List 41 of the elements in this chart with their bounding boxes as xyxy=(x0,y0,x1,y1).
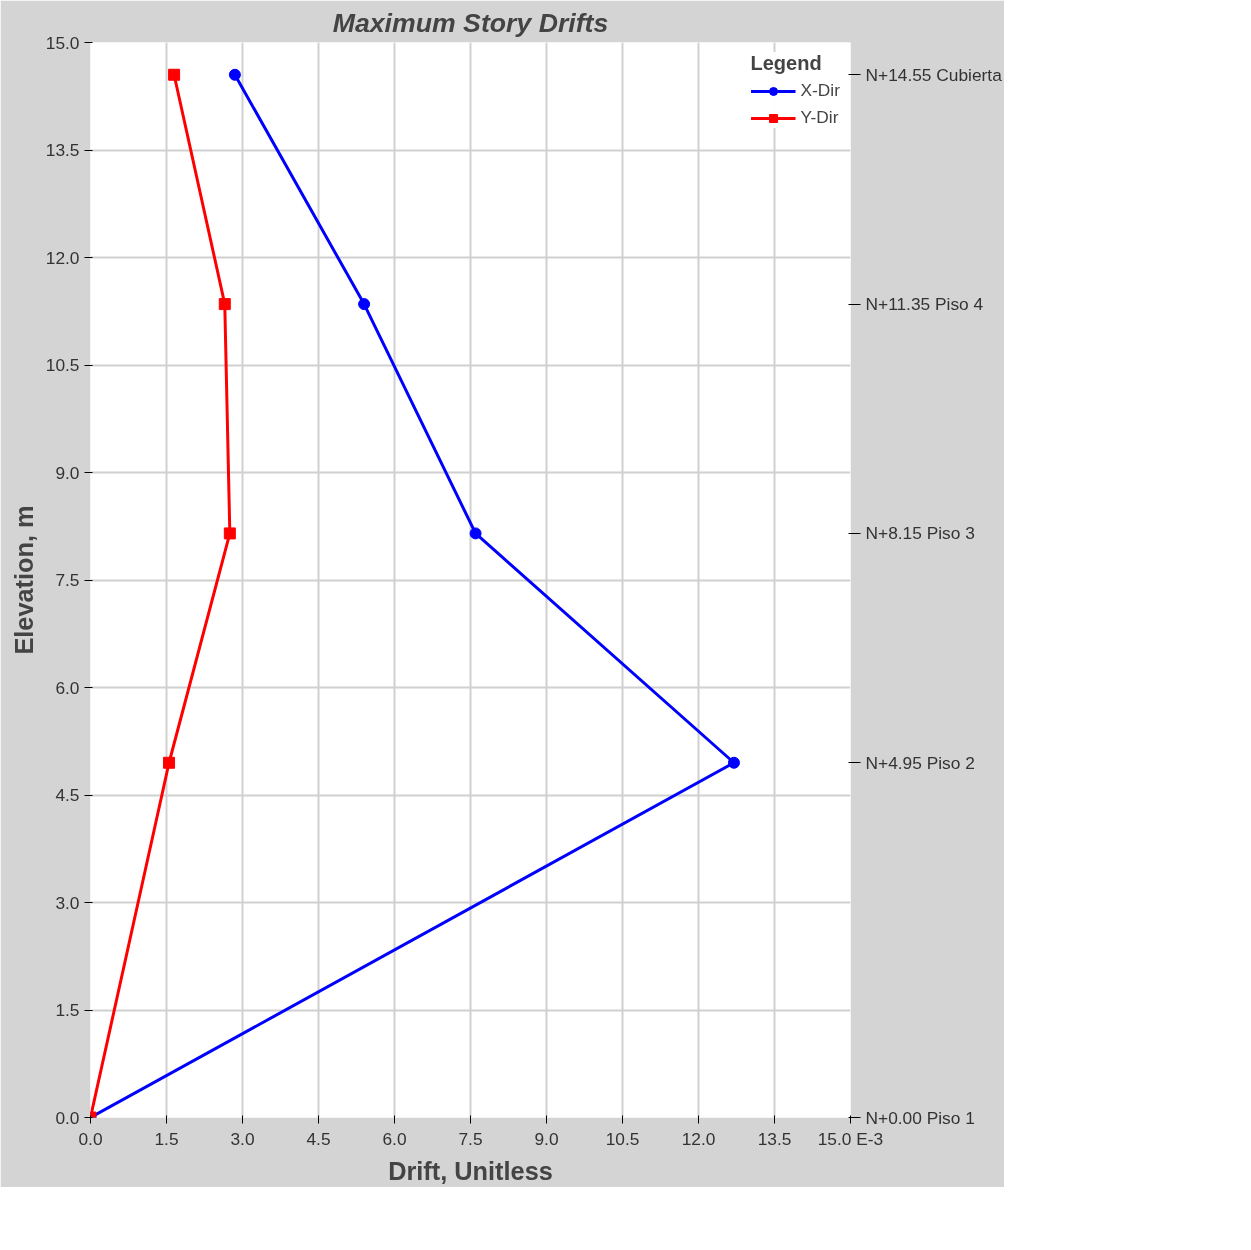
x-tick-label: 12.0 xyxy=(681,1128,716,1149)
y-axis-title: Elevation, m xyxy=(9,505,38,655)
x-tick-label: 15.0 E-3 xyxy=(817,1128,884,1149)
y-tick-label: 10.5 xyxy=(45,355,80,375)
y-tick-label: 6.0 xyxy=(55,677,80,698)
text: N+11.35 Piso 4 xyxy=(865,294,984,315)
y-tick-label: 15.0 xyxy=(45,32,80,53)
y-tick-label: 9.0 xyxy=(55,462,80,483)
x-tick-label: 7.5 xyxy=(458,1128,483,1149)
point xyxy=(168,68,181,81)
point xyxy=(223,527,236,540)
chart-title: Maximum Story Drifts xyxy=(332,7,609,38)
point xyxy=(228,68,241,81)
y-tick-label: 13.5 xyxy=(45,140,80,160)
text: N+14.55 Cubierta xyxy=(865,64,1003,85)
y-tick-label: 0.0 xyxy=(55,1107,80,1128)
text: N+8.15 Piso 3 xyxy=(865,523,975,544)
legend-label: Y-Dir xyxy=(800,107,839,128)
y-tick-label: 3.0 xyxy=(55,892,80,913)
x-tick-label: 13.5 xyxy=(757,1128,792,1149)
text: N+0.00 Piso 1 xyxy=(865,1107,975,1128)
text: N+4.95 Piso 2 xyxy=(865,752,975,773)
point xyxy=(163,756,176,769)
point xyxy=(358,298,371,311)
x-tick-label: 1.5 xyxy=(154,1128,179,1149)
x-tick-label: 9.0 xyxy=(534,1128,559,1149)
point xyxy=(727,756,740,769)
point xyxy=(469,527,482,540)
point xyxy=(218,298,231,311)
x-tick-label: 3.0 xyxy=(230,1128,255,1149)
y-tick-label: 1.5 xyxy=(55,1000,80,1020)
x-tick-label: 6.0 xyxy=(382,1128,407,1149)
y-tick-label: 7.5 xyxy=(55,570,80,590)
x-tick-label: 4.5 xyxy=(306,1128,331,1149)
x-tick-label: 10.5 xyxy=(605,1128,640,1149)
x-axis-title: Drift, Unitless xyxy=(388,1156,553,1185)
legend-label: X-Dir xyxy=(800,80,840,101)
x-tick-label: 0.0 xyxy=(78,1128,103,1149)
y-tick-label: 4.5 xyxy=(55,785,80,805)
legend-title: Legend xyxy=(750,52,823,75)
y-tick-label: 12.0 xyxy=(45,247,80,268)
